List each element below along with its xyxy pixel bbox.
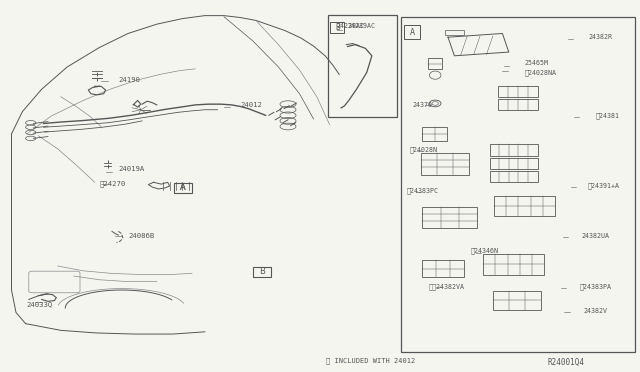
Bar xyxy=(483,254,544,275)
Bar xyxy=(490,144,538,156)
Bar xyxy=(401,17,635,352)
Text: 24012: 24012 xyxy=(240,102,262,108)
Text: A: A xyxy=(410,28,415,37)
Bar xyxy=(490,171,538,182)
Bar xyxy=(404,25,420,39)
Text: 24370: 24370 xyxy=(413,102,433,108)
Text: ※24028NA: ※24028NA xyxy=(525,69,557,76)
Text: 24019A: 24019A xyxy=(118,166,145,172)
Text: 24086B: 24086B xyxy=(128,233,154,239)
Text: ※24028N: ※24028N xyxy=(410,146,438,153)
Bar xyxy=(445,30,464,35)
Bar xyxy=(421,153,469,175)
Text: ※24383PC: ※24383PC xyxy=(406,187,438,194)
Text: 24382R: 24382R xyxy=(589,34,613,40)
Text: B: B xyxy=(259,267,265,276)
Bar xyxy=(498,86,538,97)
Text: 24382V: 24382V xyxy=(584,308,608,314)
Bar xyxy=(422,127,447,141)
Bar xyxy=(494,196,555,216)
Bar xyxy=(174,183,192,193)
Bar xyxy=(422,260,464,277)
Text: ※24381: ※24381 xyxy=(595,112,620,119)
Bar xyxy=(498,99,538,110)
Bar xyxy=(428,58,442,69)
Text: ※24346N: ※24346N xyxy=(471,247,499,254)
Text: ※ INCLUDED WITH 24012: ※ INCLUDED WITH 24012 xyxy=(326,357,415,364)
Text: 24239AC: 24239AC xyxy=(348,23,376,29)
Text: 24239AC: 24239AC xyxy=(336,23,364,29)
Text: ※24270: ※24270 xyxy=(99,180,125,187)
Text: ※24383PA: ※24383PA xyxy=(579,284,611,291)
Text: ※※24382VA: ※※24382VA xyxy=(429,284,465,291)
Bar xyxy=(253,267,271,277)
Bar xyxy=(493,291,541,310)
Text: 24033Q: 24033Q xyxy=(27,301,53,307)
Text: 24382UA: 24382UA xyxy=(581,233,609,239)
Bar xyxy=(328,15,397,117)
Bar xyxy=(422,207,477,228)
Text: B: B xyxy=(335,23,340,32)
Text: A: A xyxy=(180,183,186,192)
Text: 24190: 24190 xyxy=(118,77,140,83)
Text: A: A xyxy=(180,183,186,192)
Text: R24001Q4: R24001Q4 xyxy=(547,358,584,367)
Text: 25465M: 25465M xyxy=(525,60,548,66)
Text: ※24391+A: ※24391+A xyxy=(588,182,620,189)
Bar xyxy=(330,22,344,33)
Bar xyxy=(490,158,538,169)
